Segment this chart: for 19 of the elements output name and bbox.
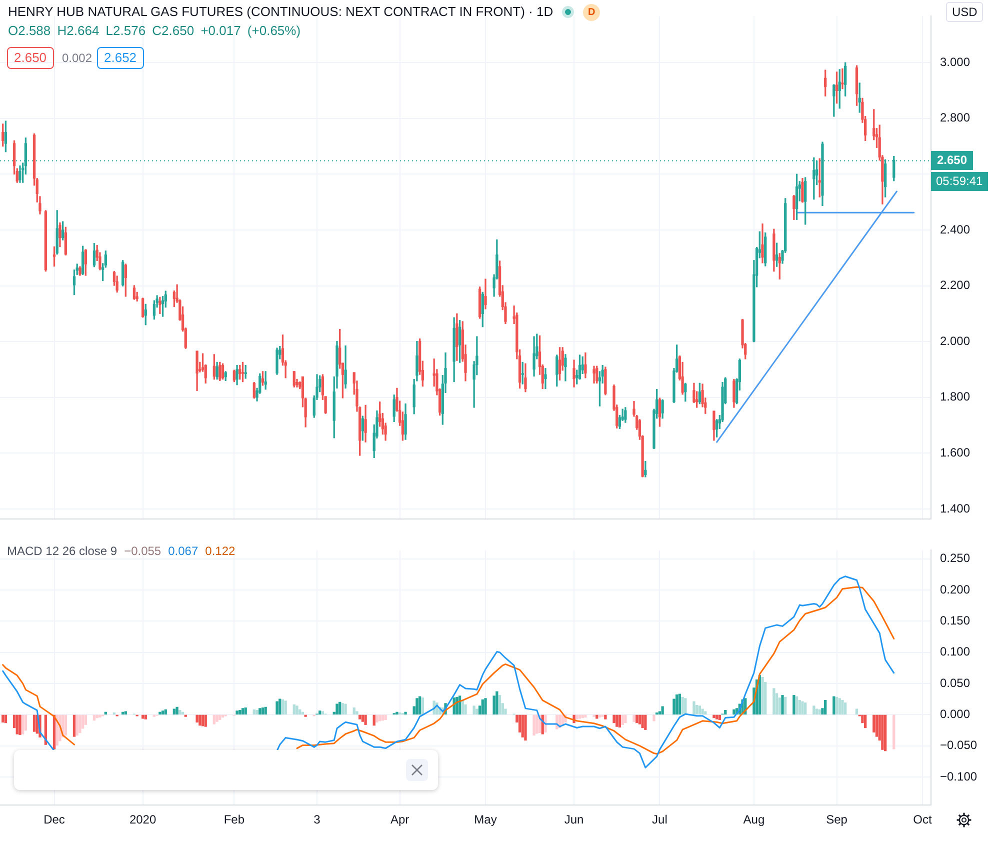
annotation: 2.652 [97, 47, 144, 69]
annotation: 0.002 [62, 50, 92, 67]
y-tick-label: 2.400 [940, 222, 970, 236]
ref-line-label: 2.650 [931, 150, 974, 170]
annotation: 2.650 [7, 47, 54, 69]
y-tick-label: 2.000 [940, 334, 970, 348]
y-tick-label: 3.000 [940, 54, 970, 69]
y-tick-label: 2.200 [940, 278, 970, 292]
text: 05:59:41 [931, 172, 988, 191]
text: USD [946, 2, 984, 22]
chart-title: HENRY HUB NATURAL GAS FUTURES (CONTINUOUS: NEXT CONTRACT IN FRONT) · 1D [8, 3, 554, 21]
text: O2.588 H2.664 L2.576 C2.650 +0.017 (+0.65%) [8, 23, 301, 39]
annotation: D [583, 4, 600, 20]
bar [4, 714, 8, 724]
bar [2, 714, 4, 722]
y-tick-label: 1.600 [940, 446, 970, 460]
y-tick-label: 1.400 [940, 501, 970, 516]
y-tick-label: 2.800 [940, 110, 970, 125]
y-tick-label: 1.800 [940, 390, 970, 404]
